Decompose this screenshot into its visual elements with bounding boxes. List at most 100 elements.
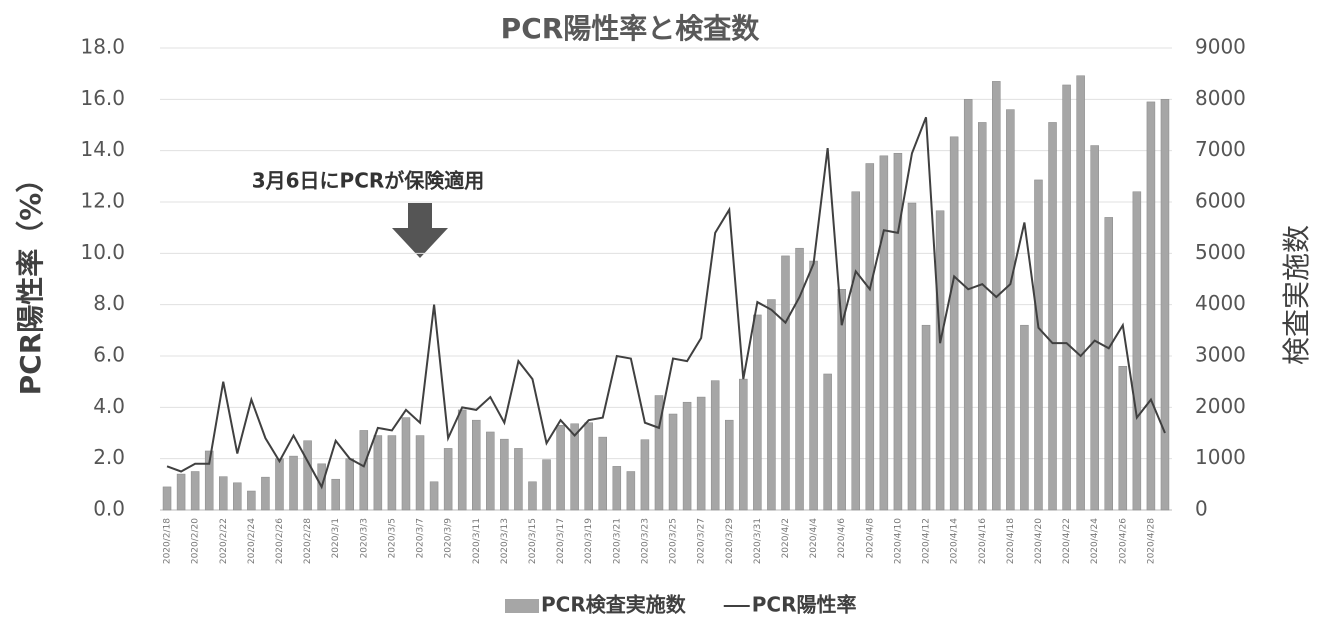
bar bbox=[429, 481, 439, 511]
bar bbox=[963, 99, 973, 511]
x-tick-label: 2020/4/16 bbox=[978, 518, 988, 564]
y-tick-label: 2.0 bbox=[93, 445, 125, 469]
bar bbox=[921, 324, 931, 511]
bar bbox=[879, 155, 889, 511]
x-tick-label: 2020/4/10 bbox=[893, 518, 903, 564]
x-tick-label: 2020/4/14 bbox=[950, 518, 960, 564]
bar bbox=[809, 260, 818, 511]
y2-tick-label: 9000 bbox=[1195, 35, 1246, 59]
bar bbox=[767, 299, 776, 511]
y2-tick-label: 6000 bbox=[1195, 189, 1246, 213]
bar bbox=[668, 413, 678, 511]
x-tick-label: 2020/4/4 bbox=[809, 518, 819, 559]
bar bbox=[472, 419, 481, 511]
x-tick-label: 2020/3/29 bbox=[725, 518, 735, 564]
bar bbox=[233, 482, 242, 511]
x-tick-label: 2020/3/21 bbox=[612, 518, 622, 564]
x-tick-label: 2020/3/23 bbox=[640, 518, 650, 564]
y-tick-label: 18.0 bbox=[80, 35, 125, 59]
line bbox=[166, 116, 1166, 490]
bar bbox=[556, 425, 565, 511]
y2-tick-label: 2000 bbox=[1195, 394, 1246, 418]
bar bbox=[401, 417, 411, 511]
bar bbox=[219, 476, 228, 511]
x-tick-label: 2020/2/22 bbox=[219, 518, 229, 564]
bar bbox=[387, 435, 397, 511]
x-tick-label: 2020/4/12 bbox=[922, 518, 932, 564]
annotation: 3月6日にPCRが保険適用 bbox=[252, 169, 485, 193]
x-tick-label: 2020/3/13 bbox=[500, 518, 510, 564]
y2-tick-label: 1000 bbox=[1195, 445, 1246, 469]
bar bbox=[176, 473, 186, 511]
y-tick-label: 14.0 bbox=[80, 137, 125, 161]
x-tick-label: 2020/3/15 bbox=[528, 518, 538, 564]
x-tick-label: 2020/4/18 bbox=[1006, 518, 1016, 564]
y2-tick-label: 8000 bbox=[1195, 86, 1246, 110]
y2-tick-label: 3000 bbox=[1195, 343, 1246, 367]
x-tick-label: 2020/4/8 bbox=[865, 518, 875, 559]
bar bbox=[823, 373, 832, 511]
bar bbox=[261, 476, 270, 511]
bar bbox=[443, 448, 453, 511]
bar bbox=[1076, 75, 1085, 511]
y2-tick-label: 0 bbox=[1195, 497, 1208, 521]
bar bbox=[1006, 109, 1015, 511]
y-tick-label: 0.0 bbox=[93, 497, 125, 521]
bar bbox=[710, 380, 720, 511]
x-tick-label: 2020/3/3 bbox=[359, 518, 369, 558]
x-tick-label: 2020/2/18 bbox=[163, 518, 173, 564]
x-tick-label: 2020/3/9 bbox=[444, 518, 454, 559]
bar bbox=[204, 450, 214, 511]
y-tick-label: 8.0 bbox=[93, 291, 125, 315]
bar bbox=[612, 466, 622, 511]
bar bbox=[1146, 101, 1156, 511]
x-tick-label: 2020/4/2 bbox=[781, 518, 791, 558]
bar bbox=[1048, 122, 1057, 511]
bar bbox=[696, 396, 706, 511]
bar bbox=[795, 247, 804, 511]
y-tick-label: 16.0 bbox=[80, 86, 125, 110]
chart-title: PCR陽性率と検査数 bbox=[501, 12, 761, 45]
y-tick-label: 6.0 bbox=[93, 343, 125, 367]
x-tick-label: 2020/2/24 bbox=[247, 518, 257, 564]
x-tick-label: 2020/3/25 bbox=[669, 518, 679, 564]
x-tick-label: 2020/2/26 bbox=[275, 518, 285, 564]
bar bbox=[345, 458, 354, 511]
x-tick-label: 2020/3/17 bbox=[556, 518, 566, 564]
y-tick-label: 10.0 bbox=[80, 240, 125, 264]
x-tick-label: 2020/4/20 bbox=[1034, 518, 1044, 564]
y2-tick-label: 5000 bbox=[1195, 240, 1246, 264]
bar bbox=[739, 378, 748, 511]
bar bbox=[584, 422, 593, 511]
bar bbox=[162, 486, 172, 511]
bar bbox=[949, 136, 959, 511]
bar bbox=[1104, 217, 1113, 511]
x-tick-label: 2020/4/26 bbox=[1118, 518, 1128, 564]
x-tick-label: 2020/4/28 bbox=[1146, 518, 1156, 564]
legend-label: PCR陽性率 bbox=[752, 593, 857, 617]
bar bbox=[486, 431, 495, 511]
bar bbox=[415, 435, 425, 511]
bar bbox=[1160, 99, 1170, 511]
x-tick-label: 2020/3/27 bbox=[697, 518, 707, 564]
legend-swatch bbox=[505, 599, 539, 613]
bar bbox=[682, 401, 692, 511]
x-tick-label: 2020/2/20 bbox=[191, 518, 201, 564]
y-tick-label: 4.0 bbox=[93, 394, 125, 418]
bar bbox=[542, 459, 551, 511]
y-tick-label: 12.0 bbox=[80, 189, 125, 213]
bar bbox=[837, 289, 846, 511]
x-tick-label: 2020/3/5 bbox=[387, 518, 397, 558]
x-tick-label: 2020/4/22 bbox=[1062, 518, 1072, 564]
bar bbox=[500, 438, 509, 511]
bar bbox=[373, 435, 383, 511]
bar bbox=[851, 191, 860, 511]
bar bbox=[190, 471, 200, 511]
y2-tick-label: 4000 bbox=[1195, 291, 1246, 315]
bar bbox=[1034, 179, 1043, 511]
bar bbox=[865, 163, 875, 511]
x-tick-label: 2020/3/7 bbox=[416, 518, 426, 558]
bar bbox=[289, 455, 298, 511]
x-tick-label: 2020/3/1 bbox=[331, 518, 341, 558]
bar bbox=[893, 152, 903, 511]
